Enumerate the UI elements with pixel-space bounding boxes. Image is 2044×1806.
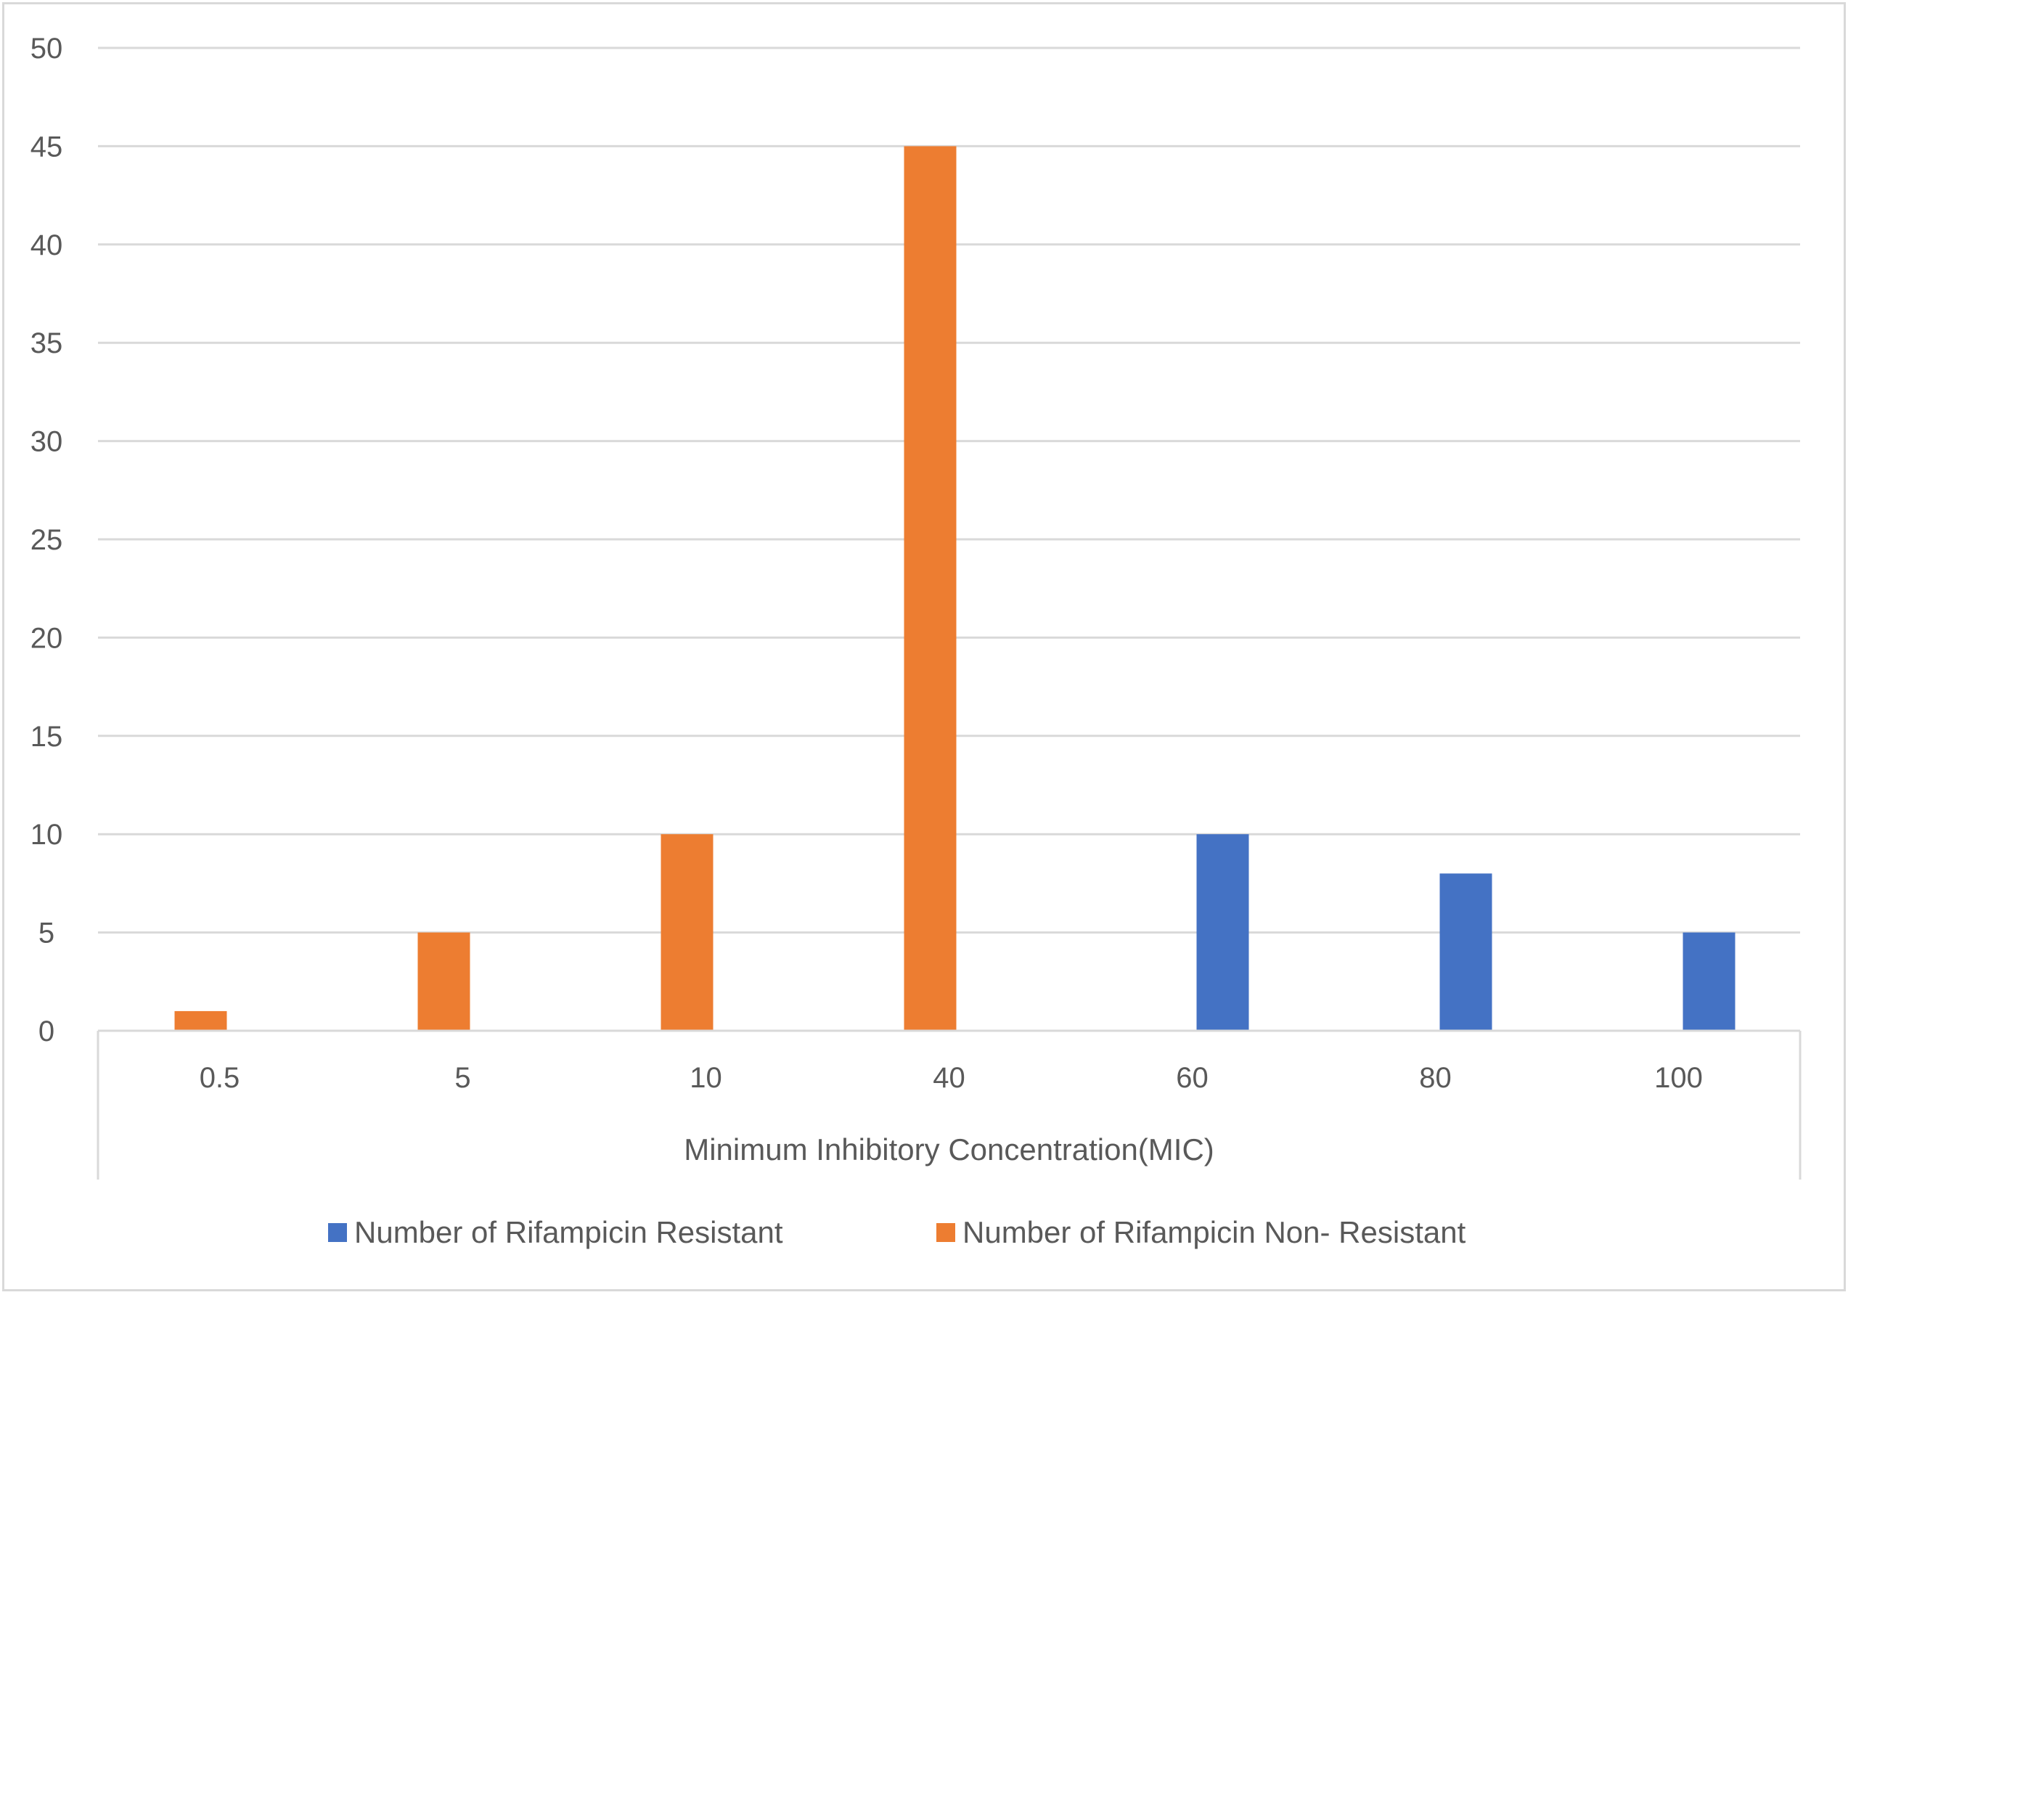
legend-label-resistant: Number of Rifampicin Resistant — [354, 1215, 783, 1249]
legend-label-non-resistant: Number of Rifampicin Non- Resistant — [962, 1215, 1466, 1249]
y-axis-tick-labels: 0 5 10 15 20 25 30 35 40 45 50 — [30, 33, 63, 1047]
x-tick-label-100: 100 — [1654, 1062, 1703, 1094]
y-tick-label-50: 50 — [30, 33, 63, 65]
bar-resistant-60 — [1196, 834, 1249, 1031]
x-tick-label-80: 80 — [1419, 1062, 1452, 1094]
bar-non-resistant-10 — [661, 834, 714, 1031]
bar-non-resistant-5 — [417, 932, 470, 1031]
x-tick-label-60: 60 — [1176, 1062, 1209, 1094]
y-tick-label-0: 0 — [38, 1016, 54, 1047]
y-tick-label-30: 30 — [30, 426, 63, 458]
x-tick-label-40: 40 — [933, 1062, 965, 1094]
legend-swatch-non-resistant — [936, 1223, 955, 1242]
y-tick-label-35: 35 — [30, 327, 63, 359]
x-tick-label-0.5: 0.5 — [200, 1062, 240, 1094]
bar-resistant-80 — [1439, 873, 1492, 1031]
y-tick-label-45: 45 — [30, 131, 63, 163]
x-axis-tick-labels: 0.5 5 10 40 60 80 100 — [200, 1062, 1703, 1094]
x-axis — [97, 1029, 1802, 1180]
y-tick-label-25: 25 — [30, 524, 63, 556]
y-tick-label-15: 15 — [30, 721, 63, 753]
x-tick-label-5: 5 — [454, 1062, 470, 1094]
legend-swatch-resistant — [328, 1223, 347, 1242]
y-tick-label-10: 10 — [30, 819, 63, 851]
x-axis-title: Minimum Inhibitory Concentration(MIC) — [684, 1132, 1214, 1166]
y-tick-label-5: 5 — [38, 918, 54, 949]
bar-non-resistant-0.5 — [174, 1010, 227, 1031]
bars — [174, 146, 1736, 1031]
x-tick-label-10: 10 — [690, 1062, 722, 1094]
y-tick-label-20: 20 — [30, 622, 63, 654]
y-tick-label-40: 40 — [30, 229, 63, 261]
bar-resistant-100 — [1683, 932, 1736, 1031]
legend: Number of Rifampicin Resistant Number of … — [328, 1215, 1466, 1249]
bar-non-resistant-40 — [904, 146, 957, 1031]
